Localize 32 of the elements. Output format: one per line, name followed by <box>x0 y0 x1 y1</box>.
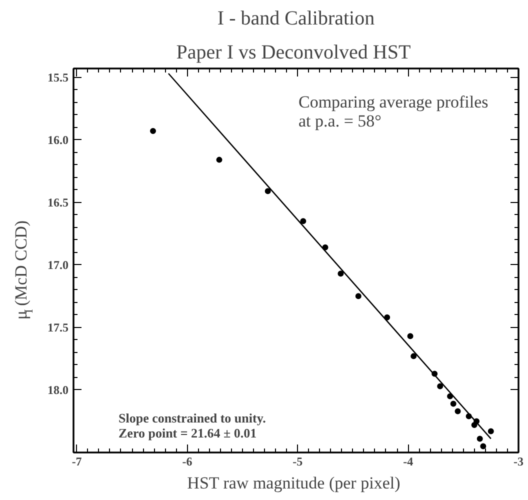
x-axis-title: HST raw magnitude (per pixel) <box>187 474 400 492</box>
point <box>476 436 483 442</box>
y-tick-label: 16.5 <box>48 195 68 210</box>
point <box>410 353 417 360</box>
x-tick-label: -4 <box>403 454 414 468</box>
chart-title: I - band Calibration <box>217 8 375 30</box>
point <box>437 383 444 390</box>
point <box>216 156 222 163</box>
y-tick-label: 18.0 <box>48 382 68 397</box>
point <box>407 333 414 340</box>
x-tick-label: -3 <box>514 454 524 468</box>
chart-subtitle: Paper I vs Deconvolved HST <box>176 42 411 64</box>
y-tick-label: 17.5 <box>48 320 68 334</box>
x-tick-label: -5 <box>292 454 303 468</box>
y-tick-label: 15.5 <box>48 70 68 84</box>
point <box>355 293 362 300</box>
y-axis-title: μI (McD CCD) <box>12 220 36 320</box>
point <box>300 218 306 224</box>
point <box>454 408 461 414</box>
y-tick-label: 16.0 <box>48 132 68 147</box>
point <box>450 400 456 407</box>
point <box>471 422 478 428</box>
x-tick-label: -6 <box>182 454 192 468</box>
point <box>488 428 494 434</box>
point <box>264 188 271 194</box>
point <box>480 443 486 450</box>
annotation: Comparing average profiles at p.a. = 58° <box>298 92 488 130</box>
point <box>150 128 156 134</box>
y-tick-label: 17.0 <box>48 258 68 272</box>
annotation: Slope constrained to unity. Zero point = 21.64 ± 0.01 <box>118 410 266 440</box>
point <box>338 270 344 277</box>
x-tick-label: -7 <box>72 454 82 468</box>
